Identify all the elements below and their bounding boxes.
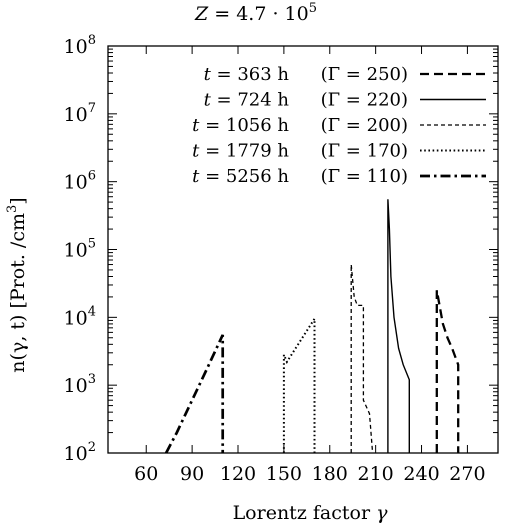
legend-gamma-label: (Γ = 200): [321, 115, 408, 136]
y-axis-label-exp: 3: [5, 205, 20, 213]
x-tick-label: 90: [180, 463, 204, 485]
y-tick-base: 10: [64, 375, 88, 397]
y-tick-base: 10: [64, 172, 88, 194]
title-var: Z: [194, 3, 209, 25]
y-axis-label-close: ]: [7, 197, 29, 204]
chart-title: Z = 4.7 · 105: [194, 1, 317, 25]
legend-time-label: t = 1056 h: [192, 115, 289, 136]
y-tick-label: 105: [64, 237, 96, 262]
title-equation: = 4.7 · 10: [208, 3, 309, 25]
legend-time-value: = 724 h: [211, 90, 290, 111]
y-tick-exponent: 2: [88, 440, 96, 455]
x-tick-label: 210: [358, 463, 394, 485]
x-tick-label: 60: [134, 463, 158, 485]
legend-time-value: = 363 h: [211, 64, 290, 85]
x-axis-label-var: γ: [376, 502, 388, 524]
y-tick-label: 103: [64, 372, 96, 397]
series-line-4: [164, 334, 225, 454]
y-tick-label: 106: [64, 169, 96, 194]
x-tick-label: 150: [266, 463, 302, 485]
y-tick-exponent: 5: [88, 237, 96, 252]
y-tick-base: 10: [64, 443, 88, 465]
y-tick-exponent: 7: [88, 101, 96, 116]
y-tick-exponent: 8: [88, 33, 96, 48]
x-tick-label: 180: [312, 463, 348, 485]
legend-time-var: t: [192, 141, 200, 162]
y-tick-base: 10: [64, 36, 88, 58]
legend-time-value: = 5256 h: [199, 166, 289, 187]
legend-time-label: t = 724 h: [204, 90, 290, 111]
y-tick-label: 108: [64, 33, 96, 58]
y-axis-label-main: n(γ, t) [Prot. /cm: [7, 213, 29, 373]
legend-time-label: t = 363 h: [204, 64, 290, 85]
y-tick-base: 10: [64, 104, 88, 126]
y-tick-label: 107: [64, 101, 96, 126]
legend-time-var: t: [192, 115, 200, 136]
x-tick-label: 270: [449, 463, 485, 485]
y-tick-base: 10: [64, 240, 88, 262]
legend-gamma-label: (Γ = 170): [321, 141, 408, 162]
legend-gamma-label: (Γ = 220): [321, 90, 408, 111]
legend-time-value: = 1056 h: [199, 115, 289, 136]
series-line-1: [387, 199, 410, 453]
series-line-0: [435, 290, 460, 453]
legend-time-var: t: [204, 90, 212, 111]
y-tick-exponent: 4: [88, 304, 96, 319]
legend-gamma-label: (Γ = 110): [321, 166, 408, 187]
x-tick-label: 240: [403, 463, 439, 485]
series-line-3: [282, 315, 316, 453]
y-tick-base: 10: [64, 307, 88, 329]
y-tick-label: 104: [64, 304, 96, 329]
legend-time-label: t = 5256 h: [192, 166, 289, 187]
legend-time-value: = 1779 h: [199, 141, 289, 162]
plot-frame: [107, 45, 499, 454]
y-tick-exponent: 6: [88, 169, 96, 184]
title-exponent: 5: [309, 1, 317, 16]
legend-time-var: t: [204, 64, 212, 85]
legend-time-var: t: [192, 166, 200, 187]
legend-gamma-label: (Γ = 250): [321, 64, 408, 85]
x-tick-label: 120: [220, 463, 256, 485]
y-tick-exponent: 3: [88, 372, 96, 387]
y-tick-label: 102: [64, 440, 96, 465]
y-axis-label: n(γ, t) [Prot. /cm3]: [5, 197, 29, 372]
x-axis-label: Lorentz factor γ: [233, 502, 389, 524]
legend-time-label: t = 1779 h: [192, 141, 289, 162]
series-line-2: [350, 264, 374, 454]
x-axis-label-text: Lorentz factor: [233, 502, 377, 524]
